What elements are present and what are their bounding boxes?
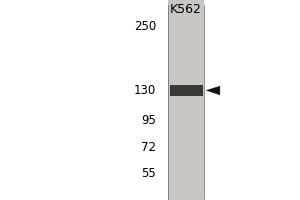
- Text: 95: 95: [141, 114, 156, 127]
- Text: 130: 130: [134, 84, 156, 97]
- Polygon shape: [206, 86, 220, 95]
- Bar: [168, 0, 204, 200]
- Text: K562: K562: [170, 3, 202, 16]
- Text: 250: 250: [134, 20, 156, 33]
- Bar: [169, 85, 202, 96]
- Text: 55: 55: [141, 167, 156, 180]
- Text: 72: 72: [141, 141, 156, 154]
